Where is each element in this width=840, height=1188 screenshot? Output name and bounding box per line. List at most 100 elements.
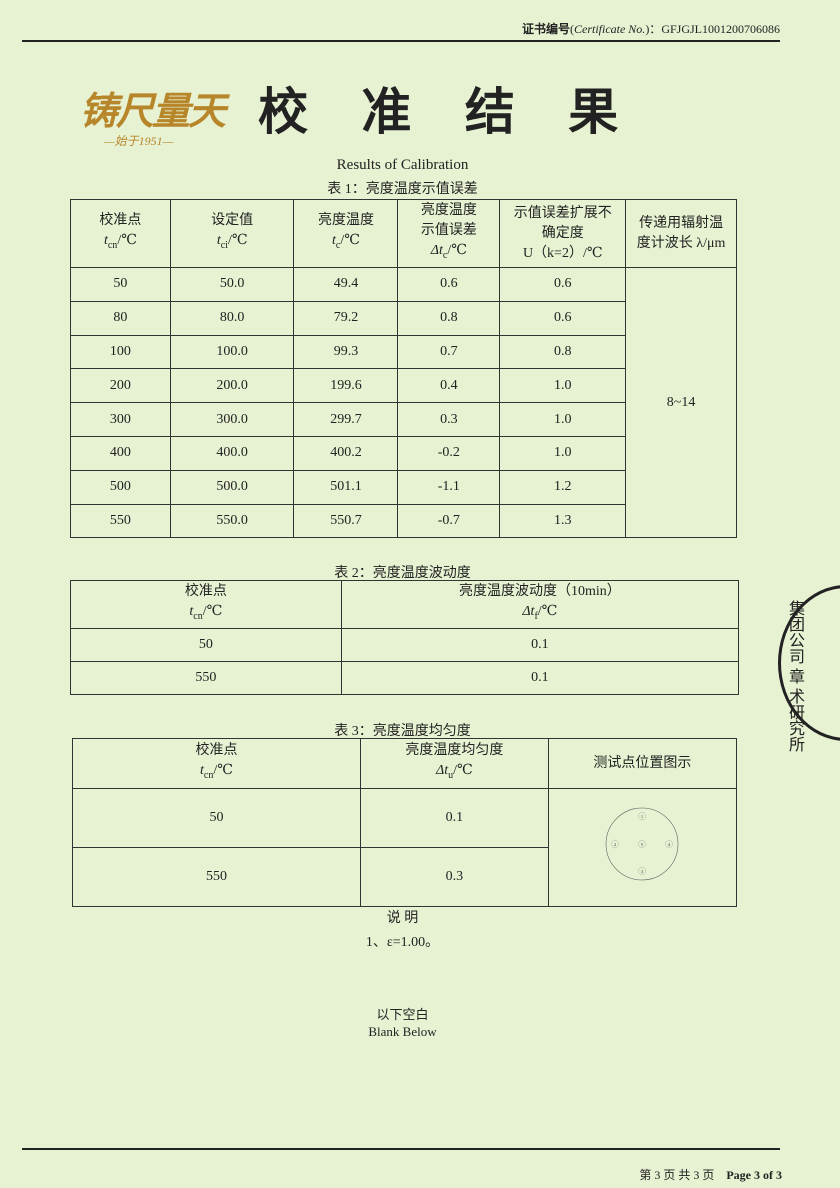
table-cell: 80 [70, 300, 171, 336]
header-symbol: Δtu/℃ [436, 763, 473, 781]
table-header-row: 校准点 tcn/℃ 亮度温度均匀度 Δtu/℃ 测试点位置图示 [72, 738, 738, 789]
page-title: 校 准 结 果 [258, 83, 637, 141]
table-cell: 550.7 [293, 503, 399, 539]
blank-below-en: Blank Below [368, 1024, 437, 1039]
divider [22, 40, 780, 42]
table-cell: 0.4 [397, 368, 501, 404]
table-brightness-error: 校准点 tcn/℃ 设定值 tci/℃ 亮度温度 tc/℃ 亮度温度 示值误差 Δtc/℃ 示值误… [70, 199, 737, 539]
header-label: 设定值 [211, 213, 254, 229]
table-cell: -1.1 [397, 469, 501, 505]
table-row: 300 300.0 299.7 0.3 1.0 [70, 402, 737, 437]
column-header: 亮度温度 tc/℃ [293, 199, 399, 268]
table-cell: 79.2 [293, 300, 399, 336]
table-cell: 1.0 [499, 368, 627, 404]
table-cell: 99.3 [293, 334, 399, 370]
seal-stamp-text: 集团公司 章 术研究所 [786, 600, 803, 752]
table-cell: -0.7 [397, 503, 501, 539]
table-row: 80 80.0 79.2 0.8 0.6 [70, 300, 737, 336]
wavelength-cell: 8~14 [625, 266, 737, 539]
table3-caption: 表 3：亮度温度均匀度 [334, 724, 471, 739]
header-symbol: tcn/℃ [189, 604, 223, 622]
header-symbol: tci/℃ [216, 233, 248, 251]
diagram-circle [606, 807, 679, 881]
column-header: 亮度温度均匀度 Δtu/℃ [359, 738, 549, 789]
table-row: 50 0.1 1 2 5 4 3 [72, 788, 738, 907]
test-point [611, 840, 620, 848]
table-cell: 50.0 [169, 267, 295, 302]
test-point-label: 2 [614, 842, 616, 847]
table-cell: 0.3 [397, 402, 501, 437]
header-label: 亮度温度均匀度 [405, 743, 504, 759]
table-cell: 1.2 [499, 469, 627, 505]
table-cell: 80.0 [169, 300, 295, 336]
diagram-cell: 1 2 5 4 3 [547, 788, 738, 907]
table-cell: 0.6 [397, 267, 501, 302]
table-header-row: 校准点 tcn/℃ 亮度温度波动度（10min） Δtf/℃ [70, 580, 740, 629]
table-row: 500 500.0 501.1 -1.1 1.2 [70, 469, 737, 505]
table-cell: 1.0 [499, 402, 627, 437]
table-row: 550 0.1 [70, 661, 740, 695]
header-label: 校准点 [184, 584, 227, 600]
table-cell: 1.0 [499, 435, 627, 471]
note-item: 1、ε=1.00。 [365, 935, 440, 950]
table-cell: 100.0 [169, 334, 295, 370]
table2-caption: 表 2：亮度温度波动度 [334, 566, 471, 581]
header-symbol: Δtf/℃ [522, 604, 558, 622]
test-point [638, 812, 647, 820]
column-header: 校准点 tcn/℃ [72, 738, 361, 789]
table-cell: 50 [70, 267, 171, 302]
column-header: 测试点位置图示 [547, 738, 738, 789]
table-cell: 200.0 [169, 368, 295, 404]
table-cell: 500 [70, 469, 171, 505]
table-cell: -0.2 [397, 435, 501, 471]
table-cell: 50 [72, 788, 361, 848]
table-row: 50 0.1 [70, 628, 740, 662]
header-label: 校准点 [195, 743, 238, 759]
table-cell: 0.6 [499, 267, 627, 302]
table-fluctuation: 校准点 tcn/℃ 亮度温度波动度（10min） Δtf/℃ 50 0.1 550 0.1 [70, 580, 740, 695]
column-header: 示值误差扩展不 确定度 U（k=2）/℃ [499, 199, 627, 268]
divider [22, 1148, 780, 1150]
test-point [665, 840, 674, 848]
test-point-diagram: 1 2 5 4 3 [606, 807, 679, 881]
table-row: 50 50.0 49.4 0.6 0.6 8~14 [70, 266, 737, 539]
page-footer: 第 3 页 共 3 页 Page 3 of 3 [639, 1168, 782, 1182]
table-cell: 49.4 [293, 267, 399, 302]
table-row: 200 200.0 199.6 0.4 1.0 [70, 368, 737, 404]
table-row: 400 400.0 400.2 -0.2 1.0 [70, 435, 737, 471]
table-cell: 500.0 [169, 469, 295, 505]
table-cell: 200 [70, 368, 171, 404]
header-label: 度计波长 λ/μm [636, 235, 726, 251]
table1-caption: 表 1：亮度温度示值误差 [327, 182, 478, 197]
table-cell: 300.0 [169, 402, 295, 437]
header-label: 亮度温度 [317, 213, 374, 229]
header-label: U（k=2）/℃ [522, 245, 603, 261]
table-cell: 0.1 [340, 628, 740, 662]
table-cell: 300 [70, 402, 171, 437]
table-cell: 0.3 [359, 847, 549, 907]
table-cell: 501.1 [293, 469, 399, 505]
header-symbol: tcn/℃ [103, 233, 137, 251]
column-header: 设定值 tci/℃ [169, 199, 295, 268]
table-row: 550 550.0 550.7 -0.7 1.3 [70, 503, 737, 539]
test-point [638, 867, 647, 875]
table-cell: 50 [70, 628, 342, 662]
logo-since: —始于1951— [104, 134, 174, 148]
header-label: 示值误差 [420, 223, 477, 239]
column-header: 亮度温度波动度（10min） Δtf/℃ [340, 580, 740, 629]
table-cell: 1.3 [499, 503, 627, 539]
certificate-number: 证书编号(Certificate No.)：GFJGJL100120070608… [521, 22, 780, 36]
table-cell: 400.0 [169, 435, 295, 471]
test-point [638, 840, 647, 848]
header-label: 示值误差扩展不 [513, 205, 612, 221]
column-header: 校准点 tcn/℃ [70, 580, 342, 629]
header-label: 确定度 [541, 225, 584, 241]
header-label: 亮度温度 [420, 203, 477, 219]
table-cell: 550 [70, 503, 171, 539]
header-label: 测试点位置图示 [593, 755, 692, 771]
table-cell: 550.0 [169, 503, 295, 539]
subtitle: Results of Calibration [336, 157, 469, 173]
table-cell: 0.8 [499, 334, 627, 370]
table-row: 100 100.0 99.3 0.7 0.8 [70, 334, 737, 370]
